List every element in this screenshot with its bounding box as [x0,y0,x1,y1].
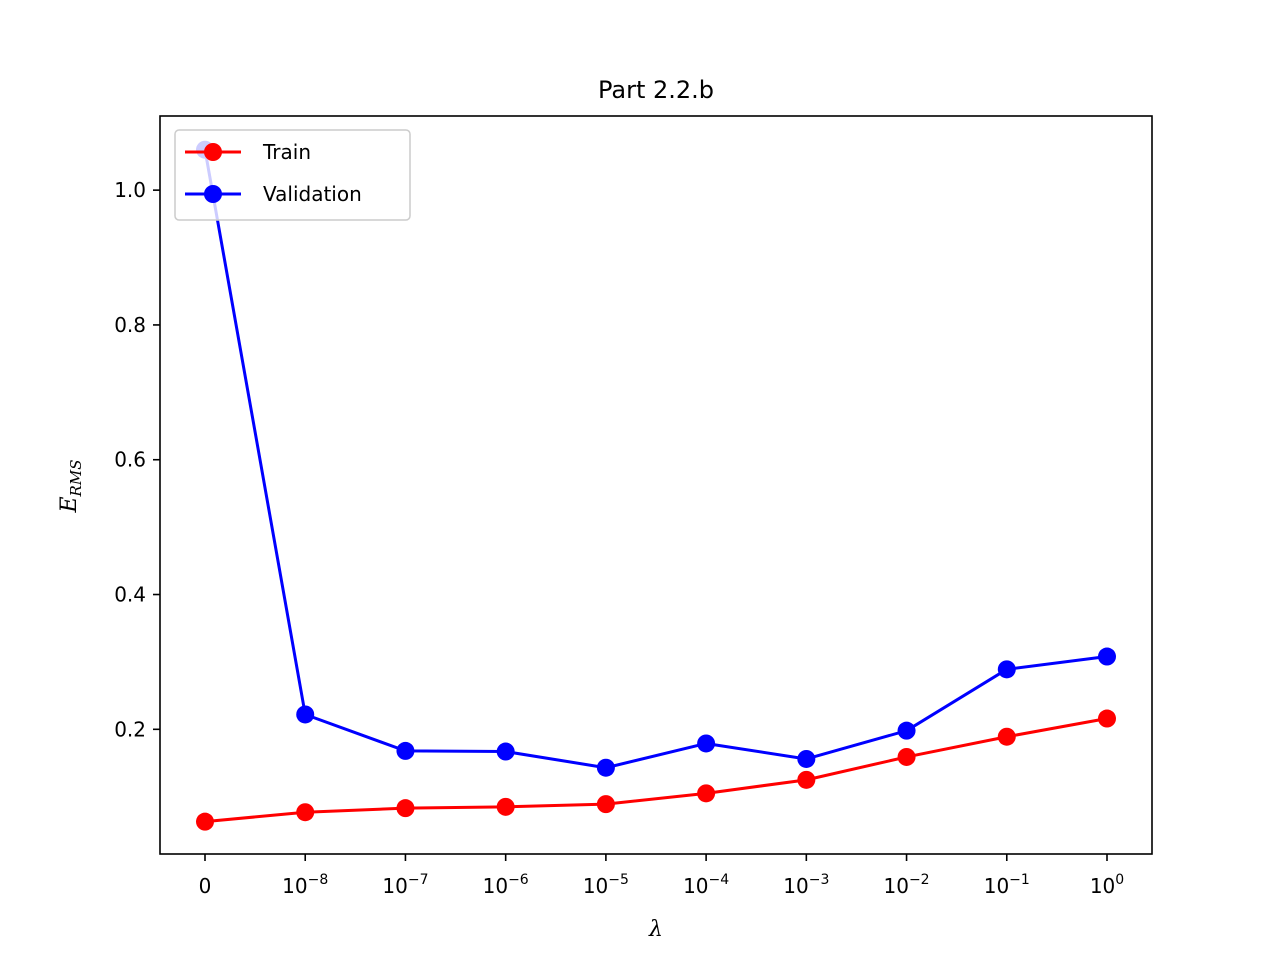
y-tick-label: 1.0 [114,178,146,202]
x-tick-base: 10 [884,874,909,898]
x-tick-base: 10 [483,874,508,898]
legend-marker-validation [204,185,222,203]
legend-label-train: Train [262,140,311,164]
x-tick-exponent: 0 [1115,872,1124,888]
x-tick-base: 10 [1090,874,1115,898]
y-tick-label: 0.8 [114,313,146,337]
data-point-validation [997,660,1016,679]
data-point-validation [396,741,415,760]
data-point-validation [697,734,716,753]
x-tick-label: 0 [199,874,212,898]
x-tick-label: 100 [1090,872,1124,898]
x-tick-label: 10−6 [483,872,529,898]
x-tick-base: 10 [583,874,608,898]
data-point-train [797,770,816,789]
y-axis-label: ERMS [57,460,85,514]
x-tick-exponent: −7 [408,872,429,888]
data-point-validation [596,758,615,777]
data-point-validation [897,721,916,740]
x-tick-exponent: −6 [508,872,529,888]
data-point-validation [1098,647,1116,666]
x-tick-exponent: −1 [1009,872,1030,888]
plot-frame [159,115,1153,855]
legend-label-validation: Validation [263,182,362,206]
y-tick-label: 0.4 [114,583,146,607]
x-tick-label: 10−7 [382,872,428,898]
x-tick-exponent: −2 [909,872,930,888]
data-point-train [496,797,515,816]
data-point-train [1098,709,1116,728]
x-tick-base: 10 [683,874,708,898]
y-tick-label: 0.2 [114,717,146,741]
x-tick-exponent: −4 [709,872,730,888]
data-point-train [997,727,1016,746]
y-axis: 0.2 0.4 0.6 0.8 1.0 [114,178,160,741]
data-point-train [296,803,315,822]
data-point-train [596,795,615,814]
x-axis: 0 10−8 10−7 10−6 10−5 10−4 10−3 10−2 10−1 100 [199,854,1124,898]
x-tick-exponent: −3 [809,872,830,888]
x-tick-base: 10 [783,874,808,898]
x-tick-label: 10−1 [984,872,1030,898]
data-point-validation [496,742,515,761]
y-axis-label-sub: RMS [67,460,85,498]
x-tick-base: 10 [282,874,307,898]
data-point-train [897,747,916,766]
y-axis-label-main: E [57,496,82,513]
data-point-validation [797,749,816,768]
x-tick-label: 10−3 [783,872,829,898]
x-tick-label: 10−4 [683,872,729,898]
x-tick-exponent: −8 [308,872,329,888]
series-line-train [204,717,1108,824]
data-point-train [196,812,214,831]
series-line-validation [203,149,1108,770]
data-point-validation [296,705,315,724]
x-axis-label: λ [648,917,663,942]
plot-area [160,116,1152,854]
chart-title: Part 2.2.b [598,76,714,104]
x-tick-label: 10−2 [884,872,930,898]
x-tick-label: 10−5 [583,872,629,898]
legend-marker-train [204,143,222,161]
data-point-train [396,799,415,818]
x-tick-base: 0 [199,874,212,898]
x-tick-label: 10−8 [282,872,328,898]
x-tick-base: 10 [382,874,407,898]
data-point-train [697,784,716,803]
x-tick-base: 10 [984,874,1009,898]
y-tick-label: 0.6 [114,448,146,472]
legend: Train Validation [174,129,411,221]
x-tick-exponent: −5 [608,872,629,888]
